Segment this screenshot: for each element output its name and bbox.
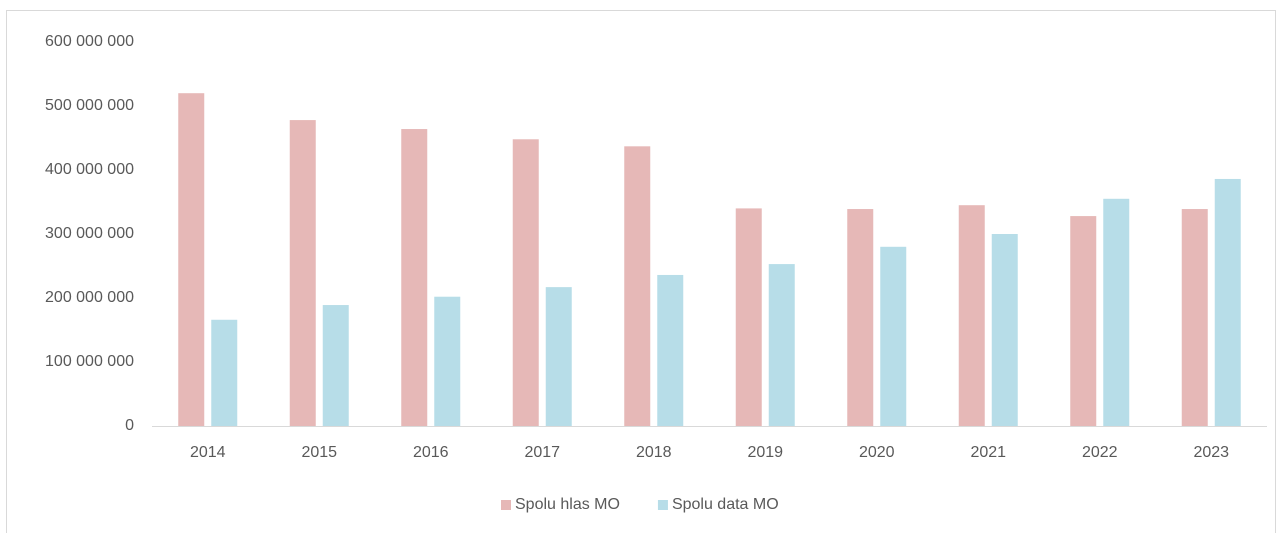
bar — [958, 205, 985, 426]
bar — [434, 296, 461, 426]
x-tick-label: 2023 — [1193, 444, 1229, 461]
bar — [657, 274, 684, 426]
bar — [322, 305, 349, 426]
legend-label: Spolu hlas MO — [515, 496, 620, 513]
legend-label: Spolu data MO — [672, 496, 779, 513]
bar — [512, 139, 539, 426]
legend-swatch — [501, 500, 511, 510]
bar — [1070, 216, 1097, 426]
x-tick-label: 2018 — [636, 444, 672, 461]
chart-frame — [6, 10, 1276, 533]
bar — [624, 146, 651, 426]
x-tick-label: 2021 — [970, 444, 1006, 461]
x-tick-label: 2022 — [1082, 444, 1118, 461]
y-tick-label: 400 000 000 — [45, 161, 134, 178]
bar — [211, 319, 238, 426]
y-tick-label: 300 000 000 — [45, 225, 134, 242]
y-tick-label: 0 — [125, 417, 134, 434]
bar — [1181, 209, 1208, 426]
x-tick-label: 2016 — [413, 444, 449, 461]
bar — [401, 129, 428, 427]
x-tick-label: 2017 — [524, 444, 560, 461]
x-tick-label: 2019 — [747, 444, 783, 461]
legend-swatch — [657, 500, 668, 510]
y-tick-label: 100 000 000 — [45, 353, 134, 370]
y-tick-label: 600 000 000 — [45, 33, 134, 50]
bar — [289, 120, 316, 426]
x-tick-label: 2014 — [190, 444, 226, 461]
bar — [735, 208, 762, 426]
x-tick-label: 2015 — [301, 444, 337, 461]
bar — [768, 264, 795, 426]
bar — [178, 93, 205, 426]
bar — [991, 234, 1018, 426]
bar — [1103, 198, 1130, 426]
bar — [880, 246, 907, 426]
x-tick-label: 2020 — [859, 444, 895, 461]
y-tick-label: 200 000 000 — [45, 289, 134, 306]
bar — [1214, 178, 1241, 426]
bar — [847, 209, 874, 426]
y-tick-label: 500 000 000 — [45, 97, 134, 114]
bar — [545, 287, 572, 426]
